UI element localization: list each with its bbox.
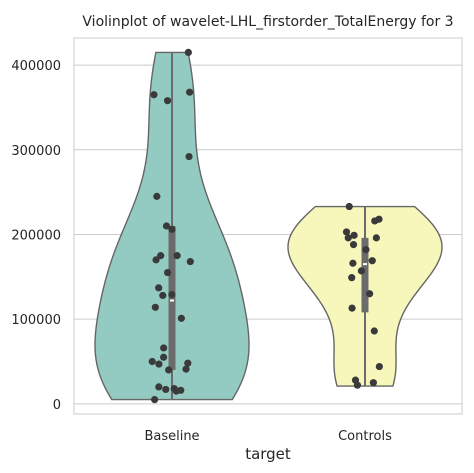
data-point	[372, 234, 380, 242]
data-point	[157, 252, 165, 260]
data-point	[349, 241, 358, 249]
data-point	[357, 267, 365, 275]
data-point	[151, 303, 159, 311]
data-point	[186, 88, 194, 96]
data-point	[182, 365, 190, 373]
data-point	[349, 259, 357, 267]
data-point	[162, 385, 170, 394]
x-tick-label: Baseline	[144, 429, 199, 444]
data-point	[160, 344, 168, 352]
y-tick-label: 100000	[11, 313, 61, 328]
data-point	[164, 268, 172, 277]
data-point	[168, 290, 176, 299]
data-point	[348, 274, 356, 282]
data-point	[172, 387, 180, 395]
y-tick-labels: 0 100000 200000 300000 400000	[11, 59, 61, 413]
strip-points	[148, 48, 383, 404]
y-tick-label: 300000	[11, 144, 61, 159]
data-point	[153, 192, 161, 200]
data-point	[152, 256, 160, 264]
data-point	[159, 291, 167, 300]
data-point	[344, 234, 352, 242]
data-point	[162, 222, 171, 230]
x-axis-label: target	[245, 445, 291, 463]
data-point	[151, 396, 159, 404]
data-point	[366, 290, 374, 298]
data-point	[185, 152, 193, 161]
data-point	[165, 366, 173, 374]
data-point	[155, 284, 163, 292]
data-point	[368, 257, 376, 265]
data-point	[371, 217, 379, 225]
data-point	[348, 304, 356, 312]
data-point	[173, 252, 181, 260]
violins	[94, 51, 443, 401]
data-point	[184, 48, 192, 57]
data-point	[370, 327, 378, 335]
x-tick-label: Controls	[338, 429, 392, 444]
data-point	[353, 381, 362, 389]
data-point	[345, 202, 353, 211]
y-tick-label: 400000	[11, 59, 61, 74]
data-point	[155, 383, 163, 391]
data-point	[369, 379, 377, 387]
y-tick-label: 200000	[11, 228, 61, 243]
plot-frame	[73, 37, 463, 415]
data-point	[177, 314, 185, 322]
data-point	[155, 360, 163, 368]
chart-title: Violinplot of wavelet-LHL_firstorder_Tot…	[82, 14, 453, 30]
data-point	[362, 246, 370, 254]
data-point	[186, 257, 194, 266]
x-tick-labels: Baseline Controls	[144, 429, 392, 444]
iqr-box	[361, 237, 369, 313]
data-point	[148, 357, 156, 366]
data-point	[350, 231, 358, 239]
data-point	[163, 97, 172, 105]
data-point	[184, 359, 192, 367]
data-point	[150, 91, 158, 99]
data-point	[168, 225, 176, 233]
data-point	[375, 362, 383, 371]
data-point	[342, 228, 351, 236]
y-tick-label: 0	[53, 398, 61, 413]
data-point	[160, 353, 168, 361]
